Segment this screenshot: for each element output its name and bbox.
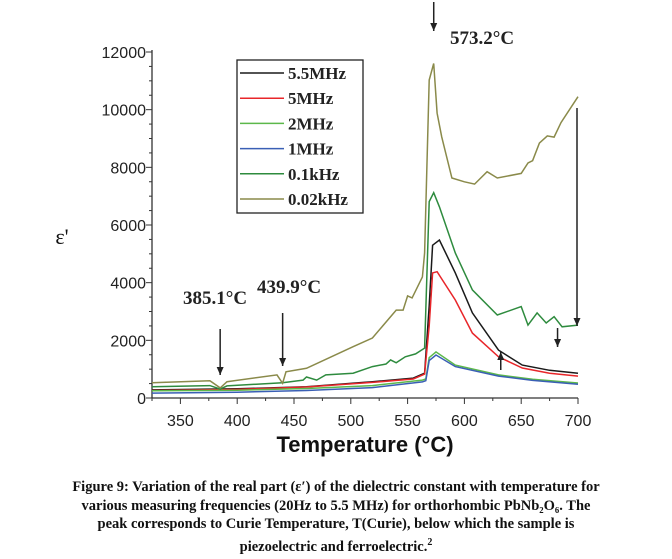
arrow-440-head xyxy=(279,358,287,366)
arrow-700-head xyxy=(573,318,581,326)
legend-label: 0.1kHz xyxy=(288,165,340,184)
y-axis-label: ε' xyxy=(55,224,68,249)
x-tick-label: 550 xyxy=(394,413,421,430)
legend-box xyxy=(236,59,364,214)
series-line-1mhz xyxy=(151,354,579,394)
series-line-0-02khz xyxy=(151,63,579,389)
legend-label: 5MHz xyxy=(288,89,334,108)
x-tick-label: 450 xyxy=(281,413,308,430)
y-tick-label: 6000 xyxy=(110,218,146,235)
annotation-385: 385.1°C xyxy=(183,288,247,309)
x-tick-label: 400 xyxy=(224,413,251,430)
x-axis-label: Temperature (°C) xyxy=(276,432,453,457)
legend-label: 2MHz xyxy=(288,114,334,133)
caption-line: various measuring frequencies (20Hz to 5… xyxy=(81,497,591,514)
caption-line: peak corresponds to Curie Temperature, T… xyxy=(97,516,575,532)
caption-reference: 2 xyxy=(427,536,433,548)
caption-line: Figure 9: Variation of the real part (ε′… xyxy=(72,479,600,495)
y-tick-label: 10000 xyxy=(102,103,147,120)
arrow-385-head xyxy=(216,367,224,375)
legend-label: 5.5MHz xyxy=(288,64,347,83)
x-tick-label: 350 xyxy=(167,413,194,430)
series-lines xyxy=(151,63,579,394)
legend-label: 0.02kHz xyxy=(288,190,348,209)
caption-text: piezoelectric and ferroelectric. xyxy=(239,538,428,555)
series-line-0-1khz xyxy=(151,190,579,390)
annotation-573: 573.2°C xyxy=(450,28,514,49)
x-tick-label: 600 xyxy=(451,413,478,430)
annotation-arrows xyxy=(216,2,581,375)
x-tick-label: 700 xyxy=(565,413,592,430)
arrow-573-head xyxy=(430,23,438,31)
arrow-up-632-head xyxy=(497,352,505,360)
axes: 350 400 450 500 550 600 650 700 0 2000 4000 6000 800… xyxy=(102,45,592,430)
y-tick-label: 0 xyxy=(137,391,146,408)
dielectric-chart: 350 400 450 500 550 600 650 700 0 2000 4000 6000 800… xyxy=(55,2,592,457)
series-line-5-5mhz xyxy=(151,238,579,391)
legend: 5.5MHz 5MHz 2MHz 1MHz 0.1kHz 0.02kHz xyxy=(236,59,364,214)
y-tick-label: 12000 xyxy=(102,45,147,62)
x-tick-label: 650 xyxy=(508,413,535,430)
caption-line: piezoelectric and ferroelectric.2 xyxy=(20,534,652,556)
y-tick-label: 8000 xyxy=(110,160,146,177)
series-line-5mhz xyxy=(151,270,579,392)
arrow-down-682-head xyxy=(554,339,562,347)
legend-label: 1MHz xyxy=(288,140,334,159)
figure-caption: Figure 9: Variation of the real part (ε′… xyxy=(20,478,652,556)
y-tick-label: 4000 xyxy=(110,276,146,293)
x-tick-label: 500 xyxy=(337,413,364,430)
y-tick-label: 2000 xyxy=(110,333,146,350)
annotation-440: 439.9°C xyxy=(257,277,321,298)
